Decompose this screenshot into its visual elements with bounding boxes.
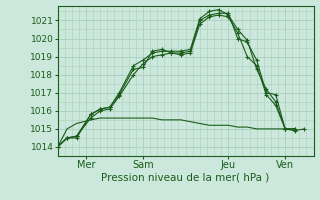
X-axis label: Pression niveau de la mer( hPa ): Pression niveau de la mer( hPa ) [101,173,270,183]
